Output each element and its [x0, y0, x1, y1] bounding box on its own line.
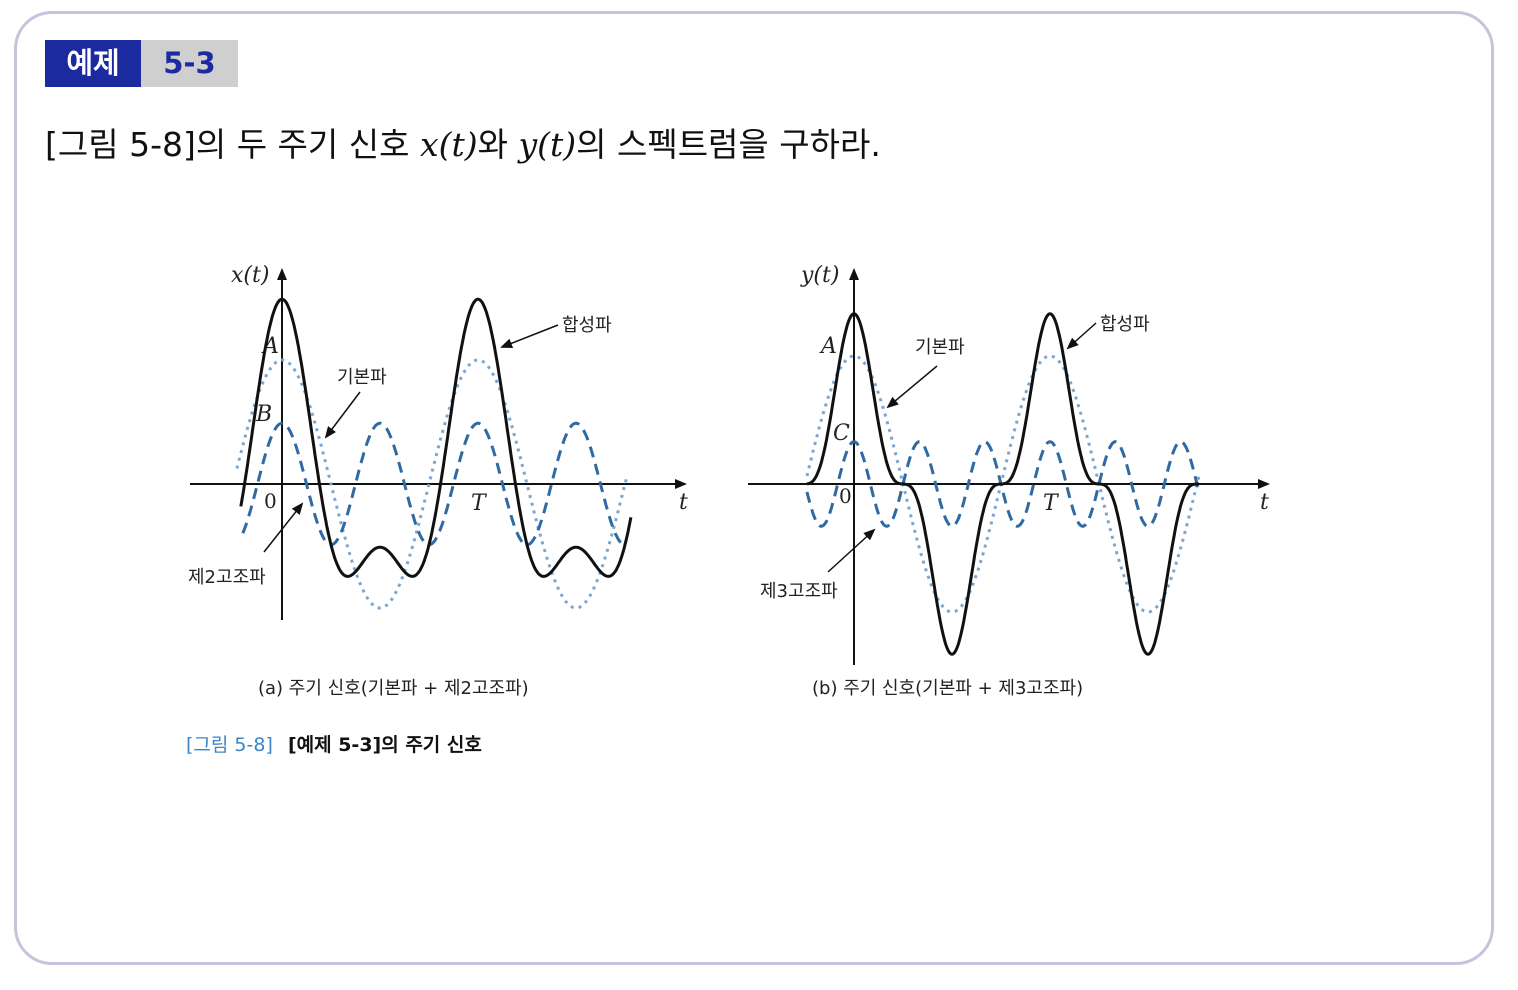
caption-tag: [그림 5-8]: [186, 734, 273, 756]
chart-b-arrow-harmonic: [827, 528, 876, 573]
chart-b-xlabel: t: [1260, 490, 1269, 515]
example-label: 예제: [45, 40, 141, 87]
problem-prefix: [그림 5-8]의 두 주기 신호: [45, 125, 420, 164]
chart-a-tick-T: T: [471, 491, 488, 516]
y-signal-symbol: y(t): [518, 125, 577, 164]
chart-a-subtitle: (a) 주기 신호(기본파 + 제2고조파): [258, 678, 529, 699]
problem-statement: [그림 5-8]의 두 주기 신호 x(t)와 y(t)의 스펙트럼을 구하라.: [45, 118, 881, 166]
chart-a-annot-composite: 합성파: [562, 315, 612, 336]
chart-b-series-composite: [806, 312, 1200, 656]
chart-b-subtitle: (b) 주기 신호(기본파 + 제3고조파): [812, 678, 1083, 699]
problem-mid: 와: [477, 125, 519, 164]
x-signal-symbol: x(t): [419, 125, 478, 164]
chart-a-label-B: B: [255, 402, 272, 427]
chart-b-label-A: A: [819, 334, 837, 359]
figure-caption: [그림 5-8] [예제 5-3]의 주기 신호: [186, 734, 482, 756]
chart-a: x(t) t 0 T A B 합성파 기본파 제2고조파 (a) 주기 신호(기…: [188, 263, 688, 699]
chart-b-annot-harmonic: 제3고조파: [760, 581, 838, 602]
chart-b: y(t) t 0 T A C 합성파 기본파 제3고조파 (b) 주기 신호(기…: [748, 263, 1270, 699]
chart-a-series-composite: [239, 297, 633, 578]
chart-a-annot-fundamental: 기본파: [337, 367, 387, 388]
chart-a-arrow-fundamental: [324, 391, 361, 439]
chart-b-tick-T: T: [1043, 491, 1060, 516]
chart-b-arrow-composite: [1066, 322, 1097, 350]
chart-b-tick-0: 0: [839, 484, 852, 508]
chart-b-label-C: C: [833, 421, 850, 446]
example-card: [14, 11, 1494, 965]
example-number: 5-3: [141, 40, 238, 87]
chart-a-series-harmonic2: [241, 421, 628, 547]
problem-suffix: 의 스펙트럼을 구하라.: [576, 125, 881, 164]
chart-a-arrow-composite: [500, 324, 559, 348]
caption-text: [예제 5-3]의 주기 신호: [288, 734, 482, 756]
chart-b-series-harmonic3: [805, 440, 1201, 528]
example-badge: 예제 5-3: [45, 40, 238, 87]
chart-a-annot-harmonic: 제2고조파: [188, 567, 266, 588]
chart-a-xlabel: t: [679, 490, 688, 515]
chart-a-tick-0: 0: [264, 489, 277, 513]
chart-a-arrow-harmonic: [263, 502, 304, 553]
chart-a-series-fundamental: [235, 358, 629, 610]
chart-b-annot-fundamental: 기본파: [915, 337, 965, 358]
chart-b-arrow-fundamental: [886, 365, 938, 409]
chart-b-ylabel: y(t): [800, 263, 839, 288]
chart-b-annot-composite: 합성파: [1100, 314, 1150, 335]
chart-a-ylabel: x(t): [231, 263, 269, 288]
